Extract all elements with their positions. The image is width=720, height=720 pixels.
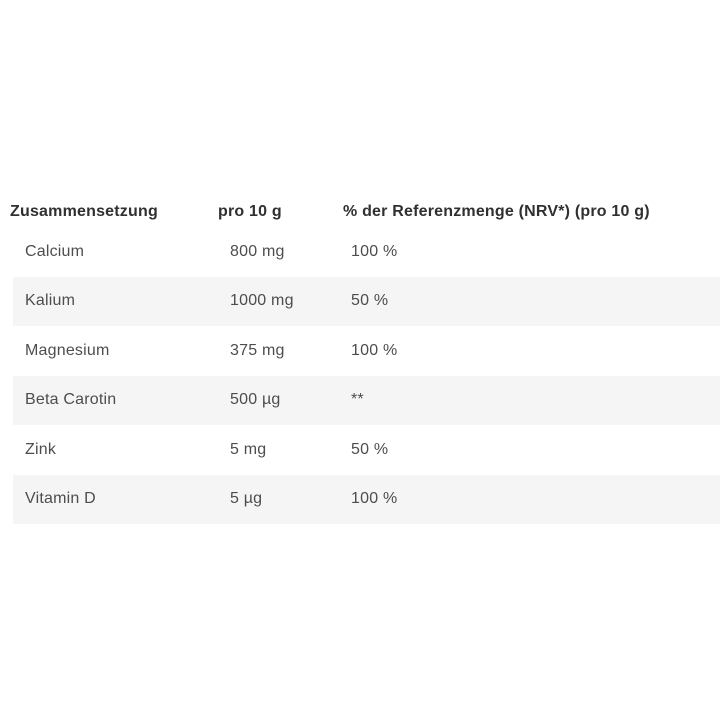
nutrient-nrv: 100 %	[351, 490, 398, 508]
nutrient-nrv: 50 %	[351, 440, 389, 458]
nutrient-name: Zink	[25, 440, 57, 458]
table-row: Magnesium 375 mg 100 %	[0, 326, 720, 376]
amount-header: pro 10 g	[218, 203, 282, 220]
nutrient-name: Vitamin D	[25, 490, 96, 508]
nutrient-nrv: 50 %	[351, 292, 389, 310]
nutrient-amount: 500 µg	[230, 391, 281, 409]
table-row: Zink 5 mg 50 %	[0, 425, 720, 475]
composition-header: Zusammensetzung	[10, 203, 158, 220]
nutrient-nrv: 100 %	[351, 242, 398, 260]
nutrient-nrv: **	[351, 391, 364, 409]
table-row: Vitamin D 5 µg 100 %	[13, 474, 720, 524]
table-row: Beta Carotin 500 µg **	[13, 375, 720, 425]
table-row: Calcium 800 mg 100 %	[0, 227, 720, 277]
nrv-header: % der Referenzmenge (NRV*) (pro 10 g)	[343, 203, 650, 220]
nutrient-amount: 375 mg	[230, 341, 285, 359]
table-header-row: Zusammensetzung pro 10 g % der Referenzm…	[0, 197, 720, 227]
nutrient-name: Beta Carotin	[25, 391, 117, 409]
nutrient-amount: 800 mg	[230, 242, 285, 260]
nutrient-amount: 5 µg	[230, 490, 263, 508]
nutrient-name: Kalium	[25, 292, 76, 310]
table-row: Kalium 1000 mg 50 %	[13, 276, 720, 326]
nutrient-name: Calcium	[25, 242, 85, 260]
nutrient-amount: 1000 mg	[230, 292, 294, 310]
nutrient-nrv: 100 %	[351, 341, 398, 359]
composition-table: Zusammensetzung pro 10 g % der Referenzm…	[0, 197, 720, 524]
nutrient-name: Magnesium	[25, 341, 110, 359]
nutrient-amount: 5 mg	[230, 440, 267, 458]
